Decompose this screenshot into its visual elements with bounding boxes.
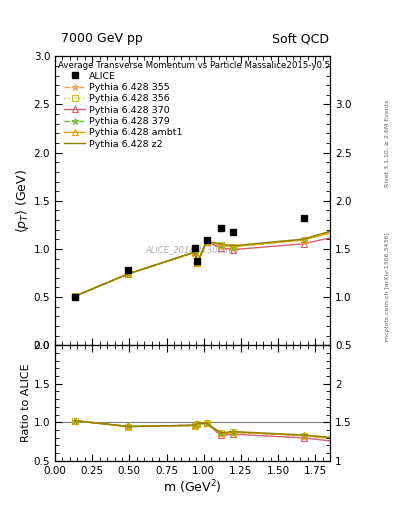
Pythia 6.428 ambt1	[192, 249, 197, 255]
Line: Pythia 6.428 z2: Pythia 6.428 z2	[75, 230, 333, 296]
Pythia 6.428 370	[231, 247, 235, 253]
Pythia 6.428 370	[195, 260, 200, 266]
Pythia 6.428 379	[73, 293, 77, 299]
Pythia 6.428 ambt1	[231, 243, 235, 249]
Line: Pythia 6.428 379: Pythia 6.428 379	[72, 227, 336, 300]
Text: mcplots.cern.ch [arXiv:1306.3436]: mcplots.cern.ch [arXiv:1306.3436]	[385, 232, 389, 341]
Y-axis label: Ratio to ALICE: Ratio to ALICE	[21, 364, 31, 442]
Pythia 6.428 356	[195, 260, 200, 266]
Pythia 6.428 355	[219, 242, 223, 248]
Pythia 6.428 355	[73, 293, 77, 299]
Line: Pythia 6.428 355: Pythia 6.428 355	[72, 228, 336, 300]
Pythia 6.428 ambt1	[331, 229, 336, 235]
Pythia 6.428 355	[301, 237, 306, 243]
Pythia 6.428 356	[301, 237, 306, 243]
Text: Rivet 3.1.10, ≥ 2.6M Events: Rivet 3.1.10, ≥ 2.6M Events	[385, 100, 389, 187]
Pythia 6.428 z2	[301, 236, 306, 242]
ALICE	[204, 237, 209, 243]
Line: Pythia 6.428 ambt1: Pythia 6.428 ambt1	[72, 229, 336, 299]
ALICE	[331, 199, 336, 205]
Pythia 6.428 379	[204, 239, 209, 245]
Pythia 6.428 379	[231, 243, 235, 249]
Pythia 6.428 379	[331, 227, 336, 233]
ALICE	[126, 267, 131, 273]
Text: Soft QCD: Soft QCD	[272, 32, 329, 45]
Pythia 6.428 ambt1	[126, 271, 131, 277]
Pythia 6.428 ambt1	[73, 293, 77, 299]
Pythia 6.428 370	[331, 234, 336, 240]
Line: ALICE: ALICE	[72, 199, 336, 300]
ALICE	[192, 245, 197, 251]
Pythia 6.428 z2	[126, 271, 131, 277]
Pythia 6.428 356	[231, 244, 235, 250]
Pythia 6.428 379	[192, 249, 197, 255]
Pythia 6.428 z2	[73, 293, 77, 299]
Legend: ALICE, Pythia 6.428 355, Pythia 6.428 356, Pythia 6.428 370, Pythia 6.428 379, P: ALICE, Pythia 6.428 355, Pythia 6.428 35…	[61, 68, 186, 153]
ALICE	[195, 258, 200, 264]
Pythia 6.428 379	[219, 242, 223, 248]
Pythia 6.428 370	[73, 293, 77, 299]
Pythia 6.428 356	[331, 229, 336, 236]
Pythia 6.428 355	[331, 229, 336, 235]
Text: 7000 GeV pp: 7000 GeV pp	[61, 32, 143, 45]
Pythia 6.428 356	[219, 242, 223, 248]
Line: Pythia 6.428 370: Pythia 6.428 370	[72, 234, 336, 299]
Pythia 6.428 356	[126, 271, 131, 278]
Pythia 6.428 355	[195, 260, 200, 266]
ALICE	[231, 229, 235, 235]
Pythia 6.428 ambt1	[219, 242, 223, 248]
Pythia 6.428 356	[192, 250, 197, 256]
Pythia 6.428 370	[204, 239, 209, 245]
Pythia 6.428 355	[231, 243, 235, 249]
Pythia 6.428 379	[301, 237, 306, 243]
Pythia 6.428 ambt1	[301, 237, 306, 243]
Pythia 6.428 z2	[219, 241, 223, 247]
Pythia 6.428 370	[219, 245, 223, 251]
Pythia 6.428 z2	[331, 227, 336, 233]
Pythia 6.428 z2	[204, 239, 209, 245]
Pythia 6.428 356	[204, 239, 209, 245]
Pythia 6.428 356	[73, 293, 77, 299]
Pythia 6.428 370	[126, 271, 131, 277]
Y-axis label: $\langle p_T \rangle$ (GeV): $\langle p_T \rangle$ (GeV)	[14, 169, 31, 233]
Text: Average Transverse Momentum vs Particle Massalice2015-y0.5: Average Transverse Momentum vs Particle …	[58, 60, 330, 70]
ALICE	[301, 215, 306, 221]
Pythia 6.428 370	[192, 249, 197, 255]
Pythia 6.428 z2	[192, 249, 197, 255]
Pythia 6.428 355	[126, 271, 131, 277]
Text: ALICE_2014_I1300380: ALICE_2014_I1300380	[145, 245, 240, 254]
Pythia 6.428 355	[204, 239, 209, 245]
Pythia 6.428 370	[301, 241, 306, 247]
Pythia 6.428 ambt1	[204, 239, 209, 245]
Pythia 6.428 z2	[231, 243, 235, 249]
Pythia 6.428 379	[195, 260, 200, 266]
ALICE	[73, 294, 77, 300]
Pythia 6.428 379	[126, 271, 131, 277]
Line: Pythia 6.428 356: Pythia 6.428 356	[72, 229, 336, 299]
Pythia 6.428 ambt1	[195, 260, 200, 266]
Pythia 6.428 z2	[195, 259, 200, 265]
X-axis label: m (GeV$^2$): m (GeV$^2$)	[163, 478, 222, 496]
ALICE	[219, 225, 223, 231]
Pythia 6.428 355	[192, 249, 197, 255]
